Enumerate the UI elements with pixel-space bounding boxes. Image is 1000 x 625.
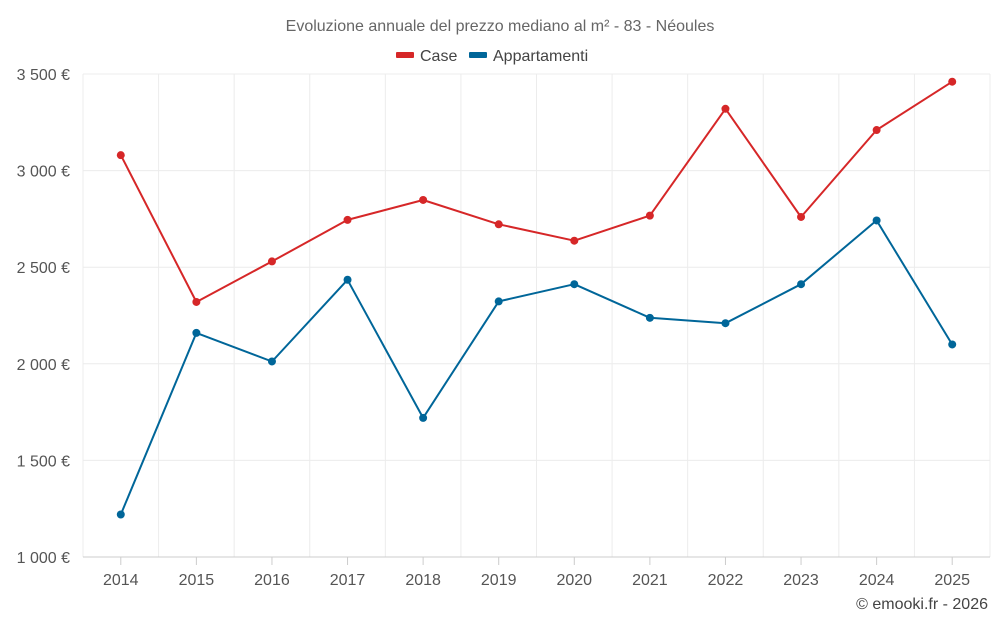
data-point-case[interactable] bbox=[797, 212, 806, 221]
x-tick-label: 2023 bbox=[783, 572, 819, 589]
series-line-case[interactable] bbox=[119, 80, 953, 303]
data-point-appartamenti[interactable] bbox=[419, 413, 428, 422]
data-point-appartamenti[interactable] bbox=[267, 357, 276, 366]
data-point-appartamenti[interactable] bbox=[721, 319, 730, 328]
y-tick-label: 3 000 € bbox=[17, 164, 70, 181]
x-tick-label: 2024 bbox=[859, 572, 895, 589]
legend-label-appartamenti[interactable]: Appartamenti bbox=[493, 48, 588, 65]
legend[interactable]: Case Appartamenti bbox=[396, 48, 588, 65]
data-point-case[interactable] bbox=[267, 257, 276, 266]
data-point-appartamenti[interactable] bbox=[645, 313, 654, 322]
series-appartamenti[interactable] bbox=[116, 216, 957, 519]
x-tick-label: 2021 bbox=[632, 572, 668, 589]
data-point-case[interactable] bbox=[343, 215, 352, 224]
x-tick-label: 2017 bbox=[330, 572, 366, 589]
grid bbox=[82, 73, 991, 557]
x-tick-label: 2025 bbox=[934, 572, 970, 589]
legend-label-case[interactable]: Case bbox=[420, 48, 457, 65]
data-point-appartamenti[interactable] bbox=[343, 275, 352, 284]
data-point-case[interactable] bbox=[872, 126, 881, 135]
y-tick-label: 2 500 € bbox=[17, 260, 70, 277]
data-point-case[interactable] bbox=[192, 297, 201, 306]
data-point-case[interactable] bbox=[721, 104, 730, 113]
x-tick-label: 2014 bbox=[103, 572, 139, 589]
x-tick-label: 2016 bbox=[254, 572, 290, 589]
y-tick-label: 2 000 € bbox=[17, 357, 70, 374]
series-line-appartamenti[interactable] bbox=[119, 219, 954, 515]
legend-item-appartamenti[interactable]: Appartamenti bbox=[469, 48, 588, 65]
x-tick-label: 2020 bbox=[556, 572, 592, 589]
series bbox=[116, 77, 957, 519]
data-point-appartamenti[interactable] bbox=[570, 280, 579, 289]
data-point-case[interactable] bbox=[419, 195, 428, 204]
credit-text[interactable]: © emooki.fr - 2026 bbox=[856, 596, 988, 613]
series-case[interactable] bbox=[116, 77, 957, 306]
data-point-appartamenti[interactable] bbox=[494, 297, 503, 306]
x-tick-label: 2015 bbox=[179, 572, 215, 589]
axes: 1 000 € 1 500 € 2 000 € 2 500 € 3 000 € 3 500… bbox=[17, 67, 990, 589]
data-point-case[interactable] bbox=[645, 211, 654, 220]
data-point-appartamenti[interactable] bbox=[192, 328, 201, 337]
legend-swatch-appartamenti bbox=[469, 52, 487, 58]
y-tick-label: 1 500 € bbox=[17, 453, 70, 470]
x-tick-label: 2019 bbox=[481, 572, 517, 589]
x-tick-label: 2018 bbox=[405, 572, 441, 589]
data-point-appartamenti[interactable] bbox=[116, 510, 125, 519]
data-point-case[interactable] bbox=[116, 151, 125, 160]
data-point-case[interactable] bbox=[948, 77, 957, 86]
data-point-appartamenti[interactable] bbox=[797, 280, 806, 289]
data-point-case[interactable] bbox=[570, 236, 579, 245]
legend-item-case[interactable]: Case bbox=[396, 48, 457, 65]
data-point-case[interactable] bbox=[494, 220, 503, 229]
data-point-appartamenti[interactable] bbox=[948, 340, 957, 349]
y-tick-label: 1 000 € bbox=[17, 550, 70, 567]
x-tick-label: 2022 bbox=[708, 572, 744, 589]
chart-title: Evoluzione annuale del prezzo mediano al… bbox=[286, 18, 715, 35]
legend-swatch-case bbox=[396, 52, 414, 58]
y-tick-label: 3 500 € bbox=[17, 67, 70, 84]
data-point-appartamenti[interactable] bbox=[872, 216, 881, 225]
